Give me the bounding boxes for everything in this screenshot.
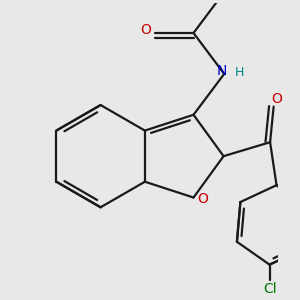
- Text: H: H: [235, 66, 244, 80]
- Text: N: N: [216, 64, 227, 78]
- Text: O: O: [271, 92, 282, 106]
- Text: O: O: [197, 191, 208, 206]
- Text: O: O: [140, 23, 152, 38]
- Text: Cl: Cl: [263, 282, 276, 296]
